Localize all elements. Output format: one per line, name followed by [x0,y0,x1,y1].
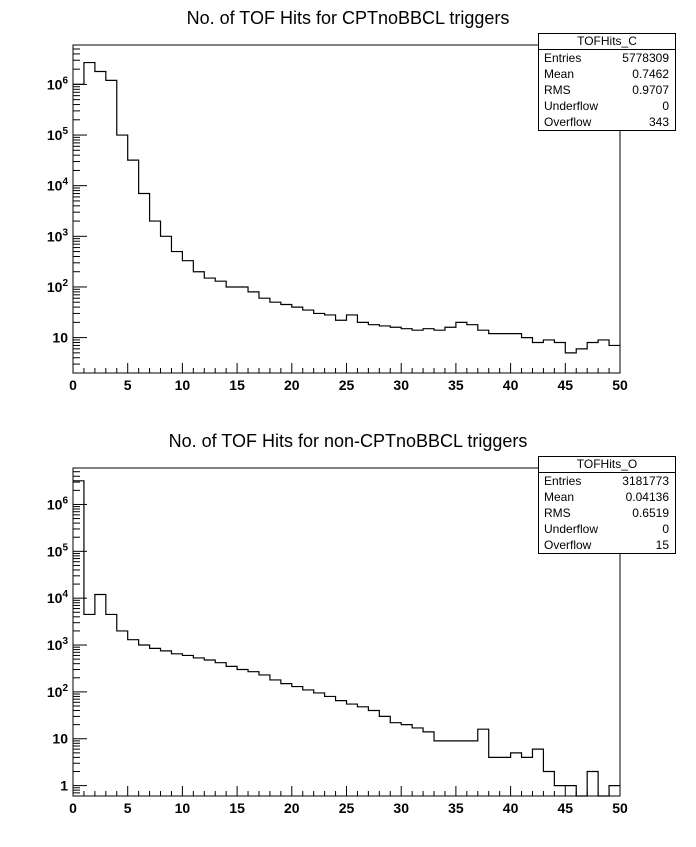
y-tick-label: 102 [47,683,69,700]
histogram-top: 0 5 10 15 20 25 30 35 40 45 50 10 102 103 104 105 106 [47,44,628,393]
stats-value: 0 [662,522,669,536]
x-tick-label: 5 [124,800,132,816]
chart-title-top: No. of TOF Hits for CPTnoBBCL triggers [186,8,510,28]
stats-value: 15 [655,538,669,552]
stats-label: Entries [544,474,582,488]
stats-value: 3181773 [622,474,669,488]
y-tick-label: 10 [52,731,68,747]
stats-label: Mean [544,67,575,81]
y-tick-label: 106 [47,75,69,92]
y-tick-label: 10 [52,330,68,346]
x-tick-label: 10 [175,800,191,816]
y-tick-label: 104 [47,589,69,606]
y-tick-label: 102 [47,278,69,295]
stats-value: 5778309 [622,51,669,65]
stats-row-underflow: Underflow 0 [539,521,675,537]
x-tick-label: 0 [69,800,77,816]
stats-label: Mean [544,490,575,504]
stats-row-entries: Entries 5778309 [539,50,675,66]
histogram-bottom: 0 5 10 15 20 25 30 35 40 45 50 1 10 102 103 104 105 106 [47,467,628,816]
stats-row-underflow: Underflow 0 [539,98,675,114]
stats-label: Overflow [544,538,592,552]
stats-row-mean: Mean 0.04136 [539,489,675,505]
stats-label: Underflow [544,99,599,113]
stats-label: Overflow [544,115,592,129]
x-tick-label: 25 [339,377,355,393]
stats-row-overflow: Overflow 15 [539,537,675,553]
stats-value: 0.6519 [632,506,669,520]
x-tick-label: 50 [612,377,628,393]
stats-value: 0 [662,99,669,113]
stats-box-top: TOFHits_C Entries 5778309 Mean 0.7462 RM… [538,33,676,131]
stats-label: RMS [544,506,571,520]
x-tick-label: 25 [339,800,355,816]
stats-label: Underflow [544,522,599,536]
stats-value: 0.7462 [632,67,669,81]
chart-panel-bottom: No. of TOF Hits for non-CPTnoBBCL trigge… [0,423,696,846]
x-tick-label: 15 [229,800,245,816]
stats-row-mean: Mean 0.7462 [539,66,675,82]
stats-row-overflow: Overflow 343 [539,114,675,130]
stats-label: RMS [544,83,571,97]
stats-name: TOFHits_C [539,34,675,50]
y-tick-label: 103 [47,636,69,653]
stats-name: TOFHits_O [539,457,675,473]
stats-value: 343 [648,115,669,129]
histogram-line [73,61,620,354]
x-tick-label: 45 [558,800,574,816]
x-tick-label: 5 [124,377,132,393]
x-tick-label: 50 [612,800,628,816]
chart-title-bottom: No. of TOF Hits for non-CPTnoBBCL trigge… [168,431,528,451]
x-tick-label: 20 [284,377,300,393]
stats-label: Entries [544,51,582,65]
stats-row-rms: RMS 0.6519 [539,505,675,521]
y-tick-label: 104 [47,177,69,194]
x-tick-label: 10 [175,377,191,393]
stats-value: 0.04136 [625,490,669,504]
y-tick-label: 103 [47,227,69,244]
y-tick-label: 1 [60,778,68,794]
stats-row-entries: Entries 3181773 [539,473,675,489]
y-tick-label: 105 [47,126,69,143]
stats-row-rms: RMS 0.9707 [539,82,675,98]
x-tick-label: 45 [558,377,574,393]
x-tick-label: 15 [229,377,245,393]
stats-box-bottom: TOFHits_O Entries 3181773 Mean 0.04136 R… [538,456,676,554]
x-tick-label: 40 [503,377,519,393]
chart-panel-top: No. of TOF Hits for CPTnoBBCL triggers 0… [0,0,696,423]
x-tick-label: 40 [503,800,519,816]
x-tick-label: 30 [393,800,409,816]
x-tick-label: 20 [284,800,300,816]
x-tick-label: 0 [69,377,77,393]
stats-value: 0.9707 [632,83,669,97]
histogram-line [73,480,620,797]
y-tick-label: 105 [47,542,69,559]
y-tick-label: 106 [47,495,69,512]
x-tick-label: 35 [448,800,464,816]
x-tick-label: 30 [393,377,409,393]
x-tick-label: 35 [448,377,464,393]
